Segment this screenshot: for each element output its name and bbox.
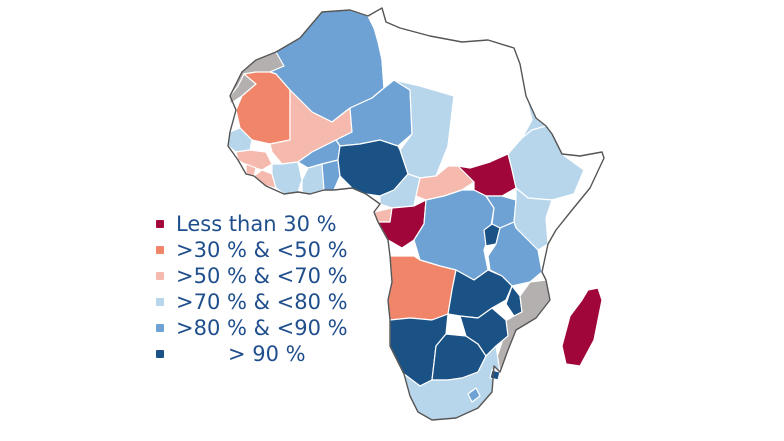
region-madagascar	[561, 287, 603, 367]
legend-swatch	[156, 246, 164, 254]
legend-label: Less than 30 %	[176, 212, 337, 236]
legend-label: >30 % & <50 %	[176, 238, 348, 262]
region-cote-divoire	[271, 161, 303, 195]
africa-outline	[227, 7, 605, 421]
region-drc	[413, 189, 495, 281]
region-zambia	[447, 269, 513, 319]
region-tanzania	[487, 221, 543, 287]
region-ghana	[301, 163, 325, 195]
legend-swatch	[156, 324, 164, 332]
region-egypt	[461, 39, 527, 97]
region-eswatini	[489, 369, 501, 381]
legend-label: >80 % & <90 %	[176, 316, 348, 340]
legend-swatch	[156, 298, 164, 306]
legend-label: >70 % & <80 %	[176, 290, 348, 314]
region-guinea	[235, 149, 273, 171]
region-kenya	[513, 187, 553, 251]
legend-swatch	[156, 350, 164, 358]
region-lesotho	[467, 387, 481, 403]
legend-swatch	[156, 272, 164, 280]
legend-label: > 90 %	[228, 342, 306, 366]
region-zimbabwe	[459, 307, 509, 357]
region-togo-benin	[321, 159, 341, 191]
legend-swatch	[156, 220, 164, 228]
legend-label: >50 % & <70 %	[176, 264, 348, 288]
